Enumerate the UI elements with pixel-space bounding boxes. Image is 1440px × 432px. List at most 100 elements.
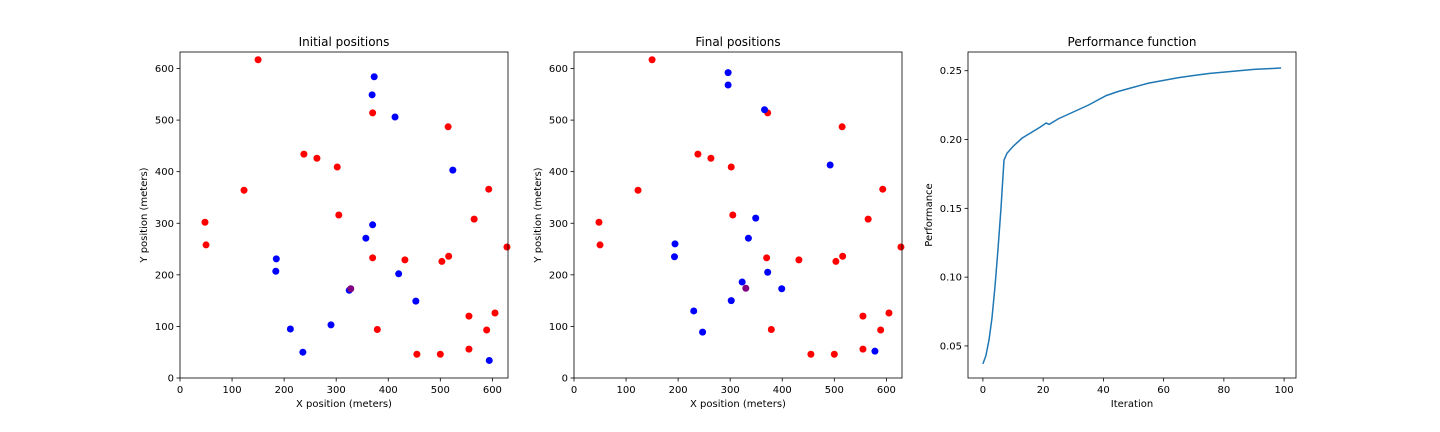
final-positions-panel: Final positions X position (meters) Y po…	[533, 35, 905, 410]
blue-point	[362, 234, 370, 242]
y-tick-label: 600	[155, 64, 174, 75]
blue-point	[412, 297, 420, 305]
blue-point	[744, 234, 752, 242]
x-tick-label: 400	[773, 385, 792, 396]
performance-line-group	[982, 67, 1282, 365]
blue-point	[391, 113, 399, 121]
red-point	[438, 257, 446, 265]
blue-point	[485, 356, 493, 364]
red-point	[694, 150, 702, 158]
x-tick-label: 400	[379, 385, 398, 396]
blue-point	[395, 270, 403, 278]
x-tick-label: 0	[571, 385, 577, 396]
red-point	[240, 186, 248, 194]
blue-point	[368, 91, 376, 99]
red-point	[503, 243, 511, 251]
axis-ticks: 0 100 200 300 400 500 600 0 100 200 300 400 500 600	[549, 64, 896, 396]
y-tick-label: 200	[155, 270, 174, 281]
red-point	[313, 154, 321, 162]
blue-point	[370, 73, 378, 81]
x-tick-label: 200	[669, 385, 688, 396]
blue-point	[369, 221, 377, 229]
x-axis-label: Iteration	[1111, 399, 1153, 410]
blue-point	[871, 347, 879, 355]
blue-point	[286, 325, 294, 333]
red-point	[335, 211, 343, 219]
blue-point	[724, 81, 732, 89]
y-tick-label: 300	[549, 219, 568, 230]
x-tick-label: 0	[980, 385, 986, 396]
performance-line	[982, 67, 1282, 365]
y-tick-label: 0	[168, 374, 174, 385]
y-tick-label: 400	[549, 167, 568, 178]
red-point	[830, 350, 838, 358]
red-point	[832, 257, 840, 265]
blue-point	[449, 166, 457, 174]
y-tick-label: 500	[549, 116, 568, 127]
red-point	[859, 312, 867, 320]
x-tick-label: 0	[177, 385, 183, 396]
chart-title: Performance function	[1068, 35, 1197, 49]
y-tick-label: 0.20	[940, 135, 962, 146]
red-point	[413, 350, 421, 358]
x-axis-label: X position (meters)	[690, 399, 786, 410]
purple-point	[347, 285, 355, 293]
y-tick-label: 100	[549, 322, 568, 333]
red-point	[807, 350, 815, 358]
y-tick-label: 200	[549, 270, 568, 281]
axis-ticks: 0 100 200 300 400 500 600 0 100 200 300 400 500 600	[155, 64, 502, 396]
red-point	[839, 252, 847, 260]
x-tick-label: 300	[721, 385, 740, 396]
blue-point	[671, 240, 679, 248]
red-point	[634, 186, 642, 194]
y-tick-label: 600	[549, 64, 568, 75]
red-point	[300, 150, 308, 158]
axis-ticks: 0 20 40 60 80 100 0.05 0.10 0.15 0.20 0.25	[940, 66, 1294, 396]
red-point	[401, 256, 409, 264]
red-point	[483, 326, 491, 334]
red-point	[595, 218, 603, 226]
red-point	[491, 309, 499, 317]
blue-point	[761, 106, 769, 114]
red-point	[879, 185, 887, 193]
y-tick-label: 300	[155, 219, 174, 230]
red-point	[795, 256, 803, 264]
red-point	[369, 109, 377, 117]
blue-point	[272, 255, 280, 263]
x-tick-label: 600	[877, 385, 896, 396]
red-point	[838, 123, 846, 131]
scatter-points	[201, 56, 511, 364]
blue-point	[778, 285, 786, 293]
y-axis-label: Y position (meters)	[533, 167, 544, 263]
y-tick-label: 500	[155, 116, 174, 127]
chart-title: Initial positions	[299, 35, 390, 49]
red-point	[436, 350, 444, 358]
blue-point	[699, 328, 707, 336]
x-tick-label: 80	[1217, 385, 1230, 396]
y-tick-label: 0	[562, 374, 568, 385]
red-point	[897, 243, 905, 251]
x-tick-label: 200	[275, 385, 294, 396]
x-tick-label: 100	[1275, 385, 1294, 396]
x-tick-label: 100	[223, 385, 242, 396]
red-point	[485, 185, 493, 193]
red-point	[727, 163, 735, 171]
x-tick-label: 500	[825, 385, 844, 396]
red-point	[707, 154, 715, 162]
y-tick-label: 0.10	[940, 273, 962, 284]
x-tick-label: 100	[617, 385, 636, 396]
red-point	[445, 252, 453, 260]
y-axis-label: Performance	[924, 183, 935, 246]
blue-point	[826, 161, 834, 169]
red-point	[369, 254, 377, 262]
x-axis-label: X position (meters)	[296, 399, 392, 410]
chart-title: Final positions	[695, 35, 780, 49]
red-point	[333, 163, 341, 171]
x-tick-label: 300	[327, 385, 346, 396]
x-tick-label: 20	[1037, 385, 1050, 396]
y-tick-label: 0.15	[940, 204, 962, 215]
blue-point	[727, 297, 735, 305]
red-point	[465, 312, 473, 320]
y-tick-label: 0.05	[940, 341, 962, 352]
x-tick-label: 60	[1157, 385, 1170, 396]
